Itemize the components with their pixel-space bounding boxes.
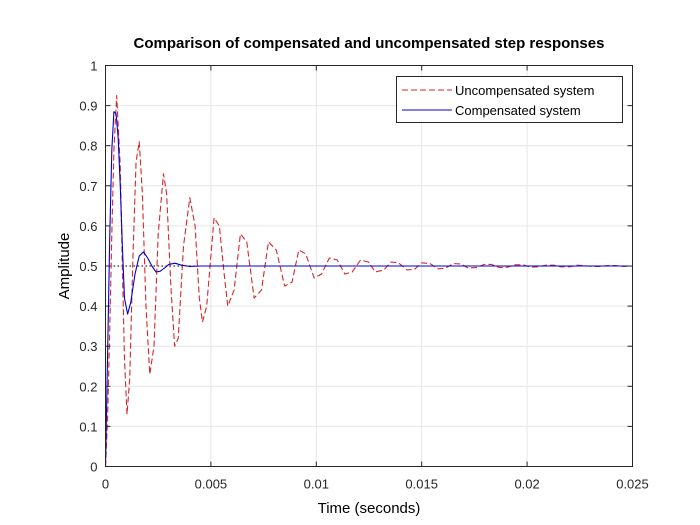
- x-tick-label: 0.015: [405, 477, 438, 492]
- y-tick-label: 0.9: [79, 99, 97, 114]
- legend-label-compensated: Compensated system: [455, 103, 581, 118]
- x-tick-label: 0.025: [616, 477, 649, 492]
- uncompensated-system-line: [104, 95, 633, 467]
- chart-title: Comparison of compensated and uncompensa…: [134, 35, 605, 52]
- y-axis-label: Amplitude: [56, 233, 73, 300]
- y-tick-label: 0.7: [79, 179, 97, 194]
- legend-box: [396, 76, 623, 123]
- y-tick-label: 0.1: [79, 419, 97, 434]
- ticks: [105, 65, 633, 467]
- y-tick-label: 0.4: [79, 299, 97, 314]
- legend: Uncompensated system Compensated system: [396, 76, 623, 123]
- y-tick-label: 1: [90, 59, 97, 74]
- series-group: [104, 95, 633, 467]
- x-axis-label: Time (seconds): [318, 500, 421, 517]
- y-tick-label: 0: [90, 460, 97, 475]
- legend-label-uncompensated: Uncompensated system: [455, 83, 594, 98]
- x-tick-label: 0.02: [514, 477, 539, 492]
- y-tick-label: 0.5: [79, 259, 97, 274]
- y-tick-label: 0.6: [79, 219, 97, 234]
- y-tick-labels: 0 0.1 0.2 0.3 0.4 0.5 0.6 0.7 0.8 0.9 1: [79, 59, 97, 475]
- compensated-system-line: [104, 111, 633, 467]
- y-tick-label: 0.2: [79, 379, 97, 394]
- x-tick-label: 0: [102, 477, 109, 492]
- y-tick-label: 0.3: [79, 339, 97, 354]
- x-tick-label: 0.01: [304, 477, 329, 492]
- y-tick-label: 0.8: [79, 139, 97, 154]
- x-tick-labels: 0 0.005 0.01 0.015 0.02 0.025: [102, 477, 649, 492]
- x-tick-label: 0.005: [195, 477, 228, 492]
